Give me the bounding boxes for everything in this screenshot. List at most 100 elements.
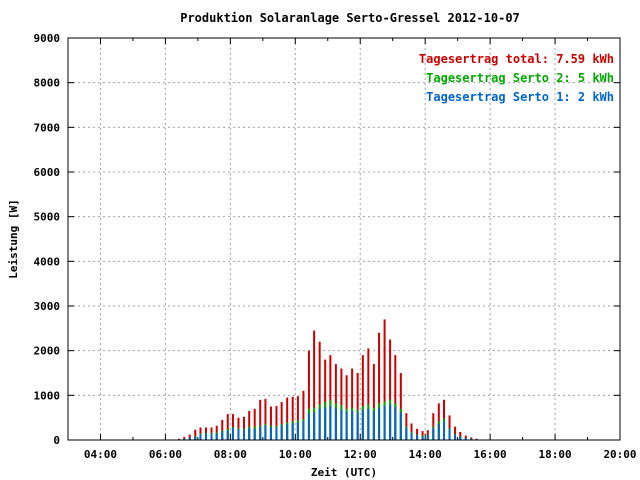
legend-entry: Tagesertrag Serto 1: 2 kWh xyxy=(426,90,614,104)
x-axis-label: Zeit (UTC) xyxy=(311,466,377,479)
x-tick-label: 08:00 xyxy=(214,448,247,461)
bar-serto-1 xyxy=(334,407,337,440)
bar-total xyxy=(345,375,348,440)
bar-serto-1 xyxy=(231,428,234,440)
grid xyxy=(68,38,620,440)
bar-total xyxy=(188,434,191,440)
bar-total xyxy=(269,406,272,440)
bar-serto-1 xyxy=(340,409,343,440)
bar-serto-1 xyxy=(275,427,278,440)
bar-total xyxy=(410,423,413,440)
bar-serto-1 xyxy=(291,423,294,440)
bar-serto-1 xyxy=(361,409,364,440)
chart-title: Produktion Solaranlage Serto-Gressel 201… xyxy=(180,11,520,25)
y-tick-label: 4000 xyxy=(34,255,61,268)
bar-total xyxy=(318,341,321,440)
bar-serto-1 xyxy=(296,422,299,440)
y-tick-label: 0 xyxy=(53,434,60,447)
bar-serto-1 xyxy=(237,429,240,440)
bar-serto-1 xyxy=(259,426,262,440)
bar-total xyxy=(291,396,294,440)
x-tick-label: 16:00 xyxy=(474,448,507,461)
bar-total xyxy=(464,435,467,440)
bar-serto-1 xyxy=(324,407,327,440)
bar-total xyxy=(361,355,364,440)
legend-entry: Tagesertrag total: 7.59 kWh xyxy=(419,52,614,66)
bar-total xyxy=(334,364,337,440)
bar-serto-1 xyxy=(416,435,419,440)
bar-serto-1 xyxy=(242,429,245,440)
legend-entry: Tagesertrag Serto 2: 5 kWh xyxy=(426,71,614,85)
bar-total xyxy=(378,332,381,440)
bar-serto-1 xyxy=(307,413,310,440)
bar-total xyxy=(448,415,451,440)
x-tick-label: 14:00 xyxy=(409,448,442,461)
bar-serto-1 xyxy=(464,437,467,440)
bar-total xyxy=(221,419,224,440)
bar-serto-1 xyxy=(215,433,218,440)
bar-serto-1 xyxy=(405,427,408,440)
bar-serto-1 xyxy=(248,428,251,440)
bar-serto-1 xyxy=(286,424,289,440)
bar-serto-1 xyxy=(329,406,332,440)
axis-ticks: 0 1000 2000 3000 4000 5000 6000 7000 8000 9000 04:… xyxy=(34,32,637,461)
bar-serto-1 xyxy=(345,411,348,440)
bar-serto-1 xyxy=(367,408,370,440)
bar-total xyxy=(372,364,375,440)
bar-total xyxy=(264,398,267,440)
bar-total xyxy=(313,330,316,440)
bar-total xyxy=(394,355,397,440)
bar-total xyxy=(248,410,251,440)
x-tick-label: 10:00 xyxy=(279,448,312,461)
bar-total xyxy=(194,429,197,440)
bar-total xyxy=(340,368,343,440)
bar-serto-1 xyxy=(454,434,457,440)
bar-serto-1 xyxy=(437,423,440,440)
bar-total xyxy=(454,426,457,440)
x-tick-label: 18:00 xyxy=(538,448,571,461)
bar-serto-1 xyxy=(383,406,386,440)
bar-total xyxy=(389,339,392,440)
bar-serto-1 xyxy=(226,430,229,440)
y-tick-label: 2000 xyxy=(34,345,61,358)
bar-serto-1 xyxy=(194,436,197,440)
bar-serto-1 xyxy=(221,431,224,440)
bar-total xyxy=(307,350,310,440)
bar-serto-1 xyxy=(410,432,413,440)
bar-serto-1 xyxy=(399,412,402,440)
bar-serto-1 xyxy=(313,412,316,440)
bar-serto-1 xyxy=(426,435,429,440)
bar-serto-1 xyxy=(280,425,283,440)
x-tick-label: 06:00 xyxy=(149,448,182,461)
x-tick-label: 04:00 xyxy=(84,448,117,461)
bar-serto-1 xyxy=(205,433,207,440)
legend: Tagesertrag total: 7.59 kWh Tagesertrag S… xyxy=(419,52,614,104)
bar-total xyxy=(351,368,354,440)
bar-total xyxy=(280,402,283,440)
y-tick-label: 3000 xyxy=(34,300,61,313)
y-tick-label: 6000 xyxy=(34,166,61,179)
bar-serto-1 xyxy=(269,427,272,440)
y-tick-label: 8000 xyxy=(34,77,61,90)
bar-total xyxy=(231,414,234,440)
bar-total xyxy=(356,373,359,440)
x-tick-label: 20:00 xyxy=(603,448,636,461)
bar-serto-1 xyxy=(448,429,451,440)
bar-serto-1 xyxy=(432,428,435,440)
bar-total xyxy=(286,397,289,440)
bar-total xyxy=(302,390,305,440)
bar-total xyxy=(399,373,402,440)
y-axis-label: Leistung [W] xyxy=(7,199,20,278)
bar-serto-1 xyxy=(183,438,186,440)
bar-serto-1 xyxy=(351,410,354,440)
bar-serto-1 xyxy=(210,433,213,440)
bar-total xyxy=(242,416,245,440)
bar-total xyxy=(329,355,332,440)
bar-total xyxy=(183,436,186,440)
bar-serto-1 xyxy=(264,425,267,440)
bar-serto-1 xyxy=(389,404,392,440)
x-tick-label: 12:00 xyxy=(344,448,377,461)
bar-total xyxy=(416,428,419,440)
bar-serto-1 xyxy=(459,436,462,440)
